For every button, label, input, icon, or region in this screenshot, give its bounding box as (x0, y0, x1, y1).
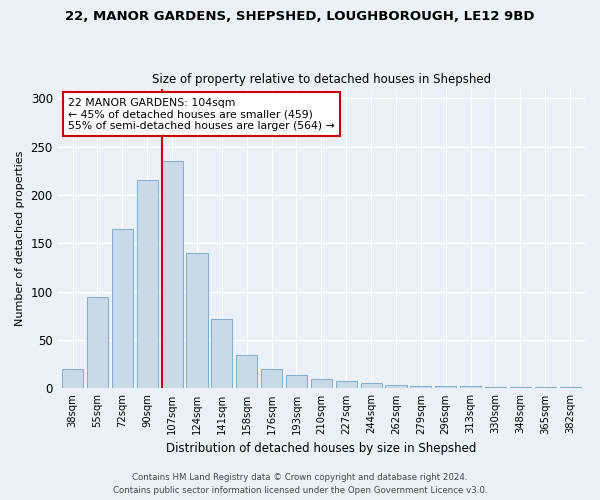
Bar (435, 386, 456, 388)
Bar (335, 380, 357, 388)
Bar (261, 369, 282, 388)
Y-axis label: Number of detached properties: Number of detached properties (15, 151, 25, 326)
Bar (211, 319, 232, 388)
Title: Size of property relative to detached houses in Shepshed: Size of property relative to detached ho… (152, 73, 491, 86)
Bar (62, 369, 83, 388)
Bar (311, 379, 332, 388)
Bar (286, 375, 307, 388)
Text: 22, MANOR GARDENS, SHEPSHED, LOUGHBOROUGH, LE12 9BD: 22, MANOR GARDENS, SHEPSHED, LOUGHBOROUG… (65, 10, 535, 23)
Bar (112, 229, 133, 388)
Bar (187, 253, 208, 388)
Bar (87, 296, 108, 388)
Bar (385, 384, 407, 388)
Bar (161, 161, 182, 388)
Bar (361, 382, 382, 388)
Bar (137, 180, 158, 388)
Bar (410, 386, 431, 388)
X-axis label: Distribution of detached houses by size in Shepshed: Distribution of detached houses by size … (166, 442, 476, 455)
Text: Contains HM Land Registry data © Crown copyright and database right 2024.
Contai: Contains HM Land Registry data © Crown c… (113, 474, 487, 495)
Bar (236, 354, 257, 388)
Text: 22 MANOR GARDENS: 104sqm
← 45% of detached houses are smaller (459)
55% of semi-: 22 MANOR GARDENS: 104sqm ← 45% of detach… (68, 98, 335, 131)
Bar (460, 386, 481, 388)
